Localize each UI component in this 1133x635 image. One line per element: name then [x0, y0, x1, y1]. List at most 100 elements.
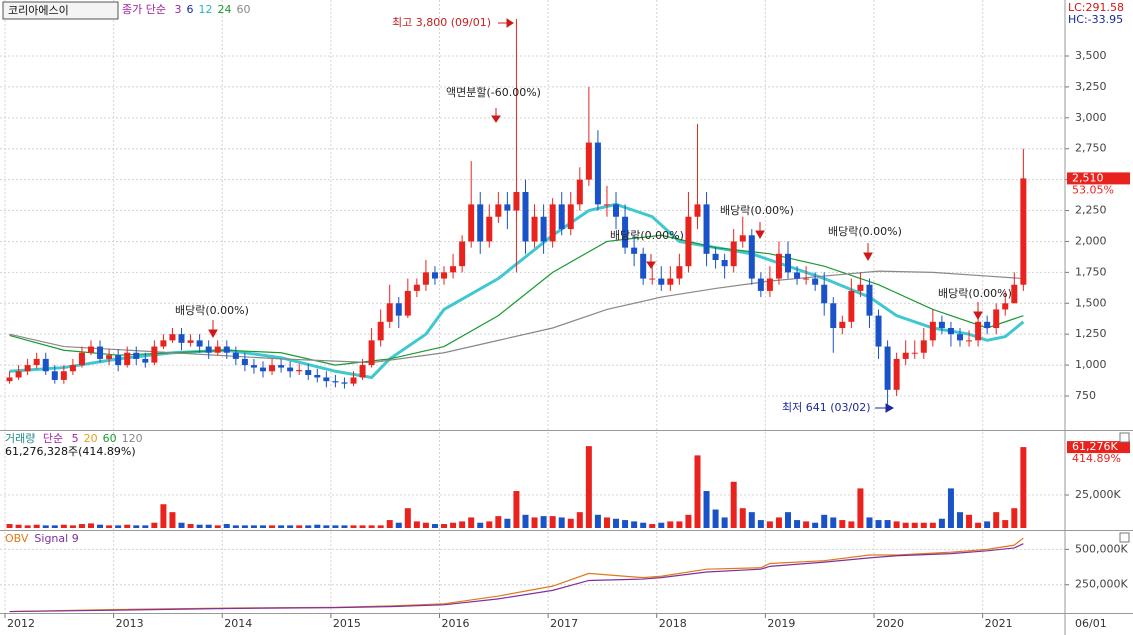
candle-body — [305, 370, 312, 375]
ma-period: 60 — [103, 432, 117, 445]
y-tick-label: 500,000K — [1075, 542, 1128, 555]
volume-bar — [422, 522, 429, 528]
annotation: 액면분할(-60.00%) — [446, 86, 541, 99]
volume-bar — [585, 446, 592, 528]
arrow-head — [863, 252, 873, 262]
volume-bar — [404, 508, 411, 528]
volume-bar — [821, 514, 828, 528]
candle-body — [513, 192, 520, 211]
y-tick-label: 1,750 — [1075, 265, 1107, 278]
volume-bar — [694, 455, 701, 528]
candle-body — [278, 365, 285, 368]
volume-bar — [431, 524, 438, 528]
candle-body — [60, 371, 67, 380]
candle-body — [115, 355, 122, 366]
volume-bar — [441, 524, 448, 528]
volume-bar — [60, 524, 67, 528]
candle-body — [766, 278, 773, 291]
volume-bar — [169, 512, 176, 528]
y-tick-label: 1,500 — [1075, 296, 1107, 309]
volume-bar — [296, 525, 303, 528]
close-button[interactable] — [1119, 532, 1130, 543]
volume-bar — [278, 525, 285, 528]
volume-bar — [1011, 508, 1018, 528]
volume-bar — [631, 521, 638, 528]
price-tag — [1067, 172, 1130, 185]
volume-bar — [450, 522, 457, 528]
candle-body — [431, 272, 438, 279]
candle-body — [205, 346, 212, 353]
volume-bar — [622, 520, 629, 528]
candle-body — [522, 192, 529, 242]
annotation: 배당락(0.00%) — [610, 229, 684, 242]
candle-body — [106, 355, 113, 359]
volume-bar — [830, 517, 837, 528]
volume-bar — [956, 512, 963, 528]
arrow-head — [973, 311, 983, 321]
volume-bar — [558, 517, 565, 528]
candle-body — [404, 290, 411, 316]
arrows — [875, 403, 895, 413]
candle-body — [341, 382, 348, 384]
volume-bar — [97, 524, 104, 528]
candle-body — [984, 321, 991, 329]
y-tick-label: 3,250 — [1075, 80, 1107, 93]
volume-bar — [124, 524, 131, 528]
volume-bar — [920, 522, 927, 528]
volume-title: 거래량 — [5, 432, 35, 445]
price-tag-label: 2,510 — [1072, 171, 1104, 184]
ma-period: 3 — [174, 3, 181, 16]
volume-bar — [966, 514, 973, 528]
volume-bar — [87, 523, 94, 528]
candle-body — [712, 253, 719, 261]
volume-bar — [133, 525, 140, 528]
volume-bar — [1002, 520, 1009, 528]
candle-body — [413, 284, 420, 291]
candle-body — [603, 204, 610, 206]
volume-bar — [377, 525, 384, 528]
volume-bar — [766, 521, 773, 528]
candle-body — [187, 340, 194, 343]
volume-bar — [305, 525, 312, 528]
candle-body — [558, 204, 565, 230]
candle-body — [214, 346, 221, 353]
legend-entry: OBV — [5, 532, 29, 545]
lc-label: LC:291.58 — [1068, 1, 1124, 14]
y-tick-label: 3,500 — [1075, 49, 1107, 62]
close-button[interactable] — [1119, 432, 1130, 443]
volume-bar — [567, 518, 574, 528]
volume-bar — [24, 525, 31, 528]
candle-body — [966, 340, 973, 342]
candle-body — [287, 367, 294, 372]
volume-bar — [323, 525, 330, 528]
volume-bar — [504, 518, 511, 528]
volume-bar — [314, 524, 321, 528]
x-tick-label: 2016 — [442, 617, 470, 630]
obv-legend: OBV Signal 9 — [5, 532, 79, 545]
candle-body — [549, 204, 556, 242]
volume-bar — [757, 520, 764, 528]
volume-bar — [495, 516, 502, 528]
candle-body — [259, 367, 266, 372]
candle-body — [296, 370, 303, 372]
y-tick-label: 2,250 — [1075, 204, 1107, 217]
volume-bar — [893, 521, 900, 528]
candle-body — [169, 334, 176, 341]
volume-bar — [187, 524, 194, 528]
volume-bar — [975, 522, 982, 528]
candle-body — [884, 346, 891, 390]
candle-body — [323, 377, 330, 382]
candle-body — [441, 272, 448, 279]
candle-body — [667, 278, 674, 285]
volume-bar — [875, 520, 882, 528]
y-tick-label: 250,000K — [1075, 578, 1128, 591]
volume-bar — [685, 514, 692, 528]
candle-body — [386, 303, 393, 322]
volume-bar — [368, 525, 375, 528]
candle-body — [947, 328, 954, 335]
volume-bar — [848, 521, 855, 528]
candle-body — [613, 204, 620, 217]
volume-bar — [531, 517, 538, 528]
volume-bar — [613, 518, 620, 528]
volume-bar — [232, 525, 239, 528]
